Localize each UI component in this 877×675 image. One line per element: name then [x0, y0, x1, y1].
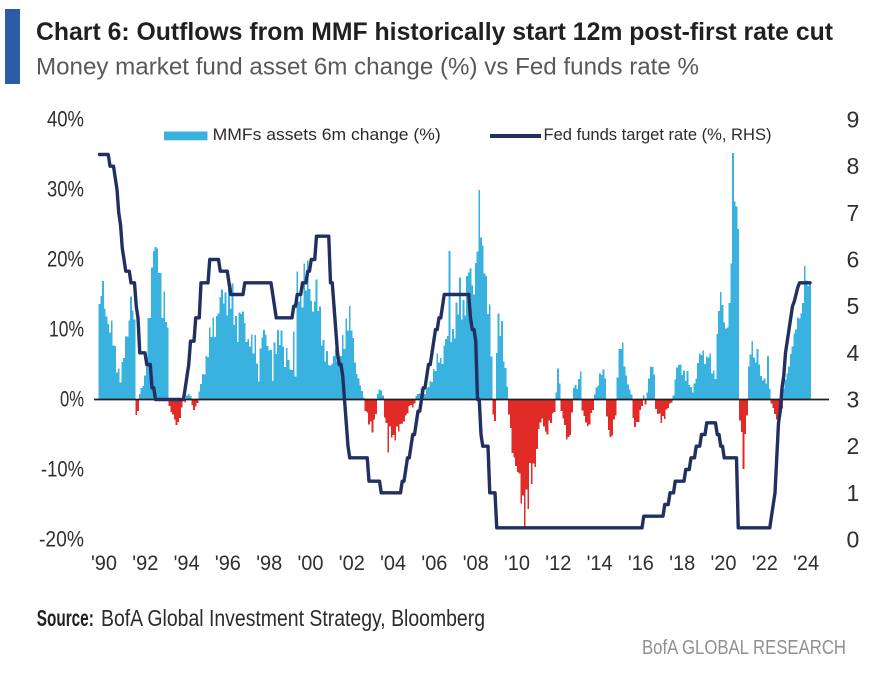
svg-text:0: 0 — [847, 527, 860, 553]
svg-text:'20: '20 — [711, 551, 737, 575]
svg-text:3: 3 — [847, 387, 860, 413]
svg-text:'22: '22 — [752, 551, 778, 575]
svg-text:0%: 0% — [60, 387, 84, 412]
svg-text:BofA GLOBAL RESEARCH: BofA GLOBAL RESEARCH — [642, 637, 846, 659]
svg-text:9: 9 — [847, 107, 860, 133]
svg-text:'96: '96 — [215, 551, 241, 575]
svg-text:BofA Global Investment Strateg: BofA Global Investment Strategy, Bloombe… — [101, 605, 485, 631]
svg-text:1: 1 — [847, 480, 860, 506]
svg-text:40%: 40% — [47, 107, 84, 132]
svg-text:8: 8 — [847, 153, 860, 179]
svg-text:'92: '92 — [132, 551, 158, 575]
svg-text:6: 6 — [847, 247, 860, 273]
svg-text:'16: '16 — [628, 551, 654, 575]
svg-text:Fed funds target rate (%, RHS): Fed funds target rate (%, RHS) — [544, 125, 772, 144]
svg-text:'08: '08 — [463, 551, 489, 575]
svg-text:7: 7 — [847, 200, 860, 226]
svg-text:30%: 30% — [47, 177, 84, 202]
svg-text:5: 5 — [847, 293, 860, 319]
svg-text:'06: '06 — [421, 551, 447, 575]
svg-text:'02: '02 — [339, 551, 365, 575]
svg-text:'04: '04 — [380, 551, 406, 575]
svg-text:'94: '94 — [174, 551, 200, 575]
svg-text:MMFs assets 6m change (%): MMFs assets 6m change (%) — [213, 125, 441, 144]
svg-text:'14: '14 — [587, 551, 613, 575]
svg-text:'90: '90 — [91, 551, 117, 575]
svg-text:'24: '24 — [793, 551, 819, 575]
svg-text:4: 4 — [847, 340, 860, 366]
svg-text:-20%: -20% — [39, 527, 84, 552]
svg-text:'98: '98 — [256, 551, 282, 575]
svg-text:'18: '18 — [669, 551, 695, 575]
svg-text:Money market fund asset 6m cha: Money market fund asset 6m change (%) vs… — [36, 54, 699, 81]
svg-text:-10%: -10% — [41, 457, 84, 482]
svg-text:'12: '12 — [545, 551, 571, 575]
svg-text:10%: 10% — [49, 317, 84, 342]
svg-text:20%: 20% — [47, 247, 84, 272]
svg-text:Source:: Source: — [37, 605, 94, 631]
svg-text:'10: '10 — [504, 551, 530, 575]
svg-text:2: 2 — [847, 433, 860, 459]
svg-text:'00: '00 — [298, 551, 324, 575]
svg-text:Chart 6: Outflows from MMF his: Chart 6: Outflows from MMF historically … — [36, 18, 834, 46]
